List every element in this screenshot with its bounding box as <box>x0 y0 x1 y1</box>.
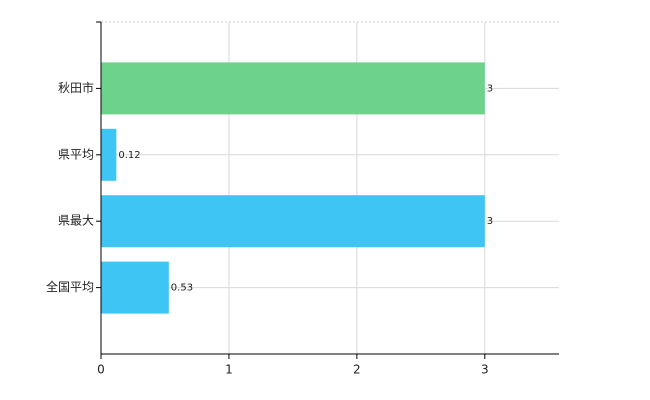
bar <box>101 195 485 248</box>
x-tick-label: 0 <box>97 363 105 377</box>
y-tick-label: 県平均 <box>58 147 94 161</box>
value-label: 0.53 <box>171 283 193 294</box>
y-tick-label: 秋田市 <box>58 80 94 95</box>
x-tick-label: 1 <box>225 363 233 377</box>
y-tick-label: 全国平均 <box>46 279 94 294</box>
value-label: 0.12 <box>118 150 140 161</box>
bar <box>101 128 117 181</box>
x-tick-label: 3 <box>481 363 489 377</box>
value-label: 3 <box>487 216 493 227</box>
x-tick-label: 2 <box>353 363 361 377</box>
value-label: 3 <box>487 83 493 94</box>
bar <box>101 62 485 115</box>
y-tick-label: 県最大 <box>58 214 94 228</box>
bar <box>101 261 169 314</box>
